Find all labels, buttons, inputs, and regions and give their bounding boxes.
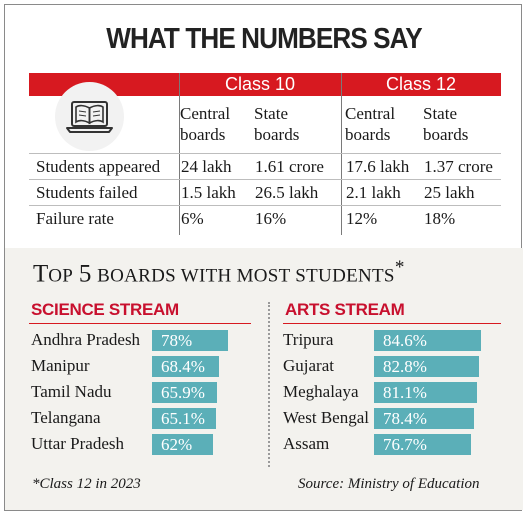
state-label: Telangana (31, 408, 101, 427)
row-label: Students appeared (36, 157, 161, 176)
pass-rate-bar: 76.7% (374, 434, 471, 455)
table-cell: 1.37 crore (424, 157, 493, 176)
arts-stream-title: ARTS STREAM (285, 300, 405, 319)
table-divider (29, 205, 501, 206)
state-label: Assam (283, 434, 330, 453)
table-cell: 18% (424, 209, 456, 228)
table-cell: 2.1 lakh (346, 183, 401, 202)
source-note: Source: Ministry of Education (298, 476, 480, 492)
top-boards-panel (5, 248, 523, 510)
column-header-central-12: Central boards (345, 104, 396, 144)
table-cell: 12% (346, 209, 378, 228)
table-cell: 16% (255, 209, 287, 228)
table-cell: 6% (181, 209, 204, 228)
class-12-header: Class 12 (385, 74, 457, 94)
column-divider (179, 73, 180, 235)
state-label: West Bengal (283, 408, 369, 427)
table-row: Failure rate 6% 16% 12% 18% (36, 206, 502, 231)
science-stream-underline (29, 323, 251, 324)
pass-rate-bar: 84.6% (374, 330, 481, 351)
state-label: Tripura (283, 330, 334, 349)
row-label: Failure rate (36, 209, 114, 228)
row-label: Students failed (36, 183, 138, 202)
table-cell: 26.5 lakh (255, 183, 319, 202)
infographic-frame: WHAT THE NUMBERS SAY Class 10 Class 12 C… (4, 4, 523, 511)
column-header-state-10: State boards (254, 104, 300, 144)
column-divider (341, 73, 342, 235)
main-title: WHAT THE NUMBERS SAY (106, 23, 422, 55)
state-label: Andhra Pradesh (31, 330, 141, 349)
column-header-state-12: State boards (423, 104, 469, 144)
state-label: Meghalaya (283, 382, 359, 401)
top-boards-heading: TOP 5 BOARDS WITH MOST STUDENTS* (33, 257, 405, 288)
table-cell: 1.5 lakh (181, 183, 236, 202)
table-divider (29, 153, 501, 154)
pass-rate-bar: 65.1% (152, 408, 216, 429)
pass-rate-bar: 65.9% (152, 382, 217, 403)
table-cell: 17.6 lakh (346, 157, 410, 176)
table-cell: 25 lakh (424, 183, 475, 202)
state-label: Uttar Pradesh (31, 434, 125, 453)
pass-rate-bar: 78% (152, 330, 228, 351)
pass-rate-bar: 78.4% (374, 408, 474, 429)
state-label: Manipur (31, 356, 90, 375)
arts-stream-underline (283, 323, 501, 324)
table-row: Students appeared 24 lakh 1.61 crore 17.… (36, 154, 502, 179)
state-label: Tamil Nadu (31, 382, 112, 401)
table-divider (29, 179, 501, 180)
table-row: Students failed 1.5 lakh 26.5 lakh 2.1 l… (36, 180, 502, 205)
table-cell: 1.61 crore (255, 157, 324, 176)
class-10-header: Class 10 (224, 74, 296, 94)
science-stream-title: SCIENCE STREAM (31, 300, 179, 319)
table-cell: 24 lakh (181, 157, 232, 176)
book-laptop-icon (55, 82, 124, 151)
pass-rate-bar: 68.4% (152, 356, 219, 377)
pass-rate-bar: 81.1% (374, 382, 477, 403)
pass-rate-bar: 62% (152, 434, 213, 455)
column-header-central-10: Central boards (180, 104, 231, 144)
pass-rate-bar: 82.8% (374, 356, 479, 377)
stream-divider (268, 302, 270, 467)
footnote: *Class 12 in 2023 (32, 476, 141, 492)
state-label: Gujarat (283, 356, 334, 375)
class-header-bar: Class 10 Class 12 (29, 73, 501, 96)
